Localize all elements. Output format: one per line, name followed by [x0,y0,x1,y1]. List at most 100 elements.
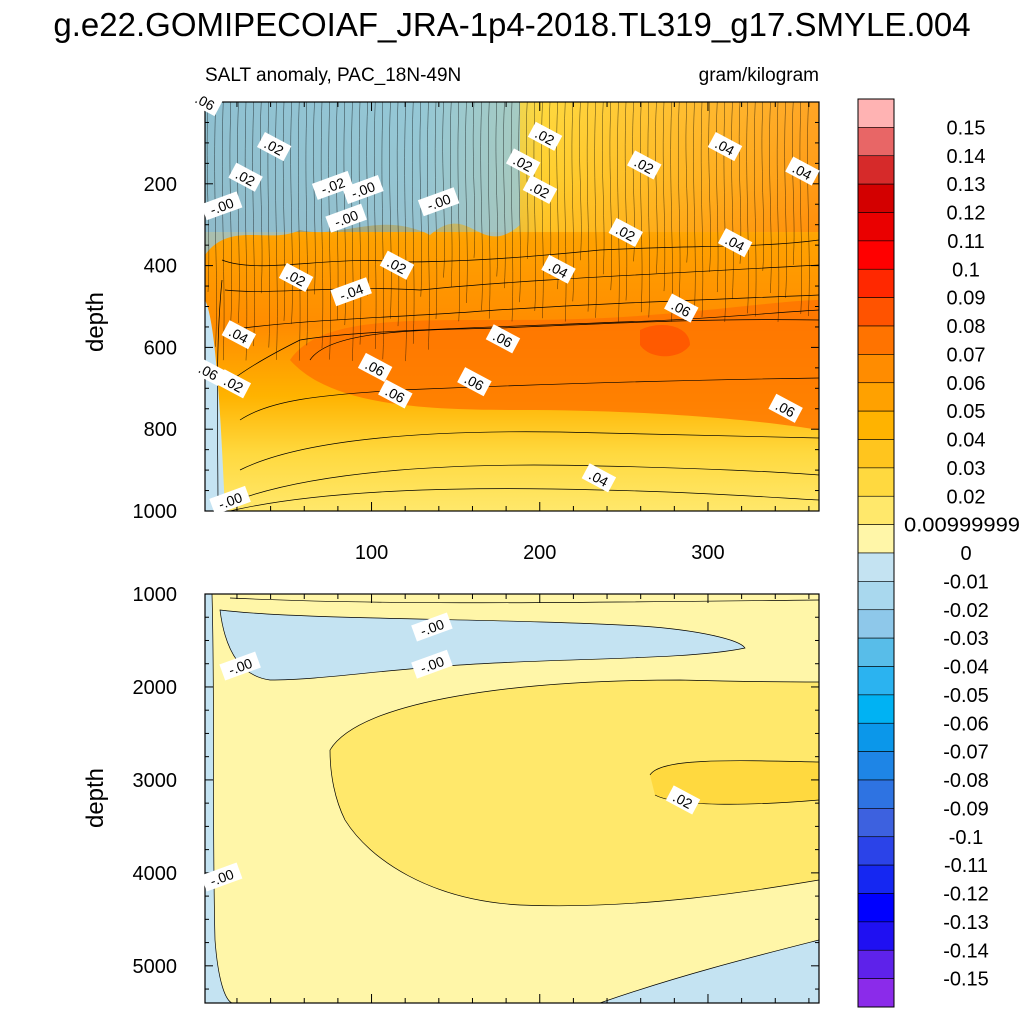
upper-x-axis: 100 200 300 [236,102,810,564]
upper-contour-line [298,102,301,361]
colorbar-label: -0.12 [943,884,989,906]
upper-contour-line [227,294,819,331]
colorbar-swatch [857,467,895,497]
upper-contour-line [602,102,605,275]
y-tick-label: 5000 [133,956,178,978]
upper-contour-line [495,102,498,277]
contour-label-box [330,277,372,307]
y-tick-label: 1000 [133,501,178,523]
colorbar-swatch [857,808,895,838]
colorbar-swatch [857,354,895,384]
colorbar-label: -0.06 [943,713,989,735]
colorbar-label: 0.02 [947,486,986,508]
lower-positive-region [330,680,819,906]
upper-contour-line [381,102,384,360]
colorbar-swatch [857,439,895,469]
upper-contour-line [320,102,324,349]
upper-contour-line [472,102,476,258]
contour-label-text: -.00 [216,489,244,512]
colorbar-label: 0.1 [952,259,980,281]
contour-label-box [768,393,803,423]
upper-contour-line [309,319,819,361]
lower-bottom-negative [600,940,819,1003]
lower-contour-line [649,760,819,805]
colorbar-label: 0.06 [947,373,986,395]
upper-contour-line [761,102,764,271]
y-tick-label: 800 [144,419,177,441]
colorbar-swatch [857,524,895,554]
upper-contour-line [239,377,819,421]
contour-label-box [200,191,243,221]
upper-contour-line [305,102,308,346]
upper-contour-line [746,102,749,314]
colorbar-label: 0.12 [947,203,986,225]
contour-label: -.02 [311,170,354,200]
x-tick-label: 200 [523,542,556,564]
upper-contour-line [328,102,331,360]
y-tick-label: 4000 [133,863,178,885]
colorbar-swatch [857,836,895,866]
upper-contour-line [427,102,430,350]
lower-contour-line [229,597,819,604]
contour-label-box [216,369,252,399]
colorbar-label: -0.01 [943,571,989,593]
lower-contour-labels: -.00-.00-.00.02-.00 [200,612,701,892]
contour-label-box [342,174,384,204]
contour-label-text: -.00 [208,195,236,218]
colorbar-swatch [857,637,895,667]
upper-contour-line [579,102,582,261]
contour-label-box [411,612,453,642]
upper-contour-line [480,102,483,311]
lower-x-axis [236,594,810,1003]
colorbar-swatch [857,581,895,611]
colorbar-swatch [857,949,895,979]
contour-label-text: -.02 [319,174,347,197]
contour-label-box [200,862,243,892]
lower-contour-line [329,679,819,751]
upper-contour-line [252,102,255,347]
upper-contour-line [716,102,719,293]
lower-field [205,594,819,1003]
colorbar-swatch [857,694,895,724]
contour-label-box [417,187,460,217]
upper-core-maximum [290,300,819,430]
upper-contour-line [260,102,263,294]
colorbar-swatch [857,722,895,752]
colorbar-label: -0.05 [943,685,989,707]
colorbar-swatch [857,893,895,923]
colorbar-swatch [857,921,895,951]
upper-contour-line [685,102,688,263]
upper-contour-line [700,102,704,318]
upper-contour-line [731,102,734,299]
upper-contour-labels: .02.02 -.02 -.00-.00-.00-.00.02.02-.04.02.… [188,87,820,515]
colorbar-label: -0.03 [943,628,989,650]
colorbar-swatch [857,609,895,639]
contour-label-box [191,356,226,387]
contour-label-box [278,262,314,292]
colorbar: 0.15 0.14 0.13 0.12 0.11 0.1 0.09 0.08 0.07 0.06 0… [857,98,1020,1008]
colorbar-label: -0.09 [943,798,989,820]
upper-contour-line [366,102,369,296]
colorbar-swatch [857,779,895,809]
upper-left-edge-region [205,300,225,511]
upper-contour-line [754,102,757,317]
contour-label-box [209,485,251,515]
colorbar-swatch [857,552,895,582]
upper-contour-line [222,102,225,361]
colorbar-swatch [857,98,895,128]
chart-subtitle-right: gram/kilogram [699,65,819,86]
upper-contour-line [237,102,240,323]
contour-label-box [665,785,701,815]
upper-contour-line [518,102,521,303]
upper-contour-line [799,102,802,314]
colorbar-label: 0.07 [947,344,986,366]
colorbar-label: -0.02 [943,600,989,622]
contour-label-box [311,170,354,200]
colorbar-swatch [857,382,895,412]
upper-contour-line [488,102,491,319]
upper-contour-line [229,102,232,322]
contour-label: -.00 [417,187,460,217]
colorbar-swatch [857,410,895,440]
colorbar-label: 0.05 [947,401,986,423]
